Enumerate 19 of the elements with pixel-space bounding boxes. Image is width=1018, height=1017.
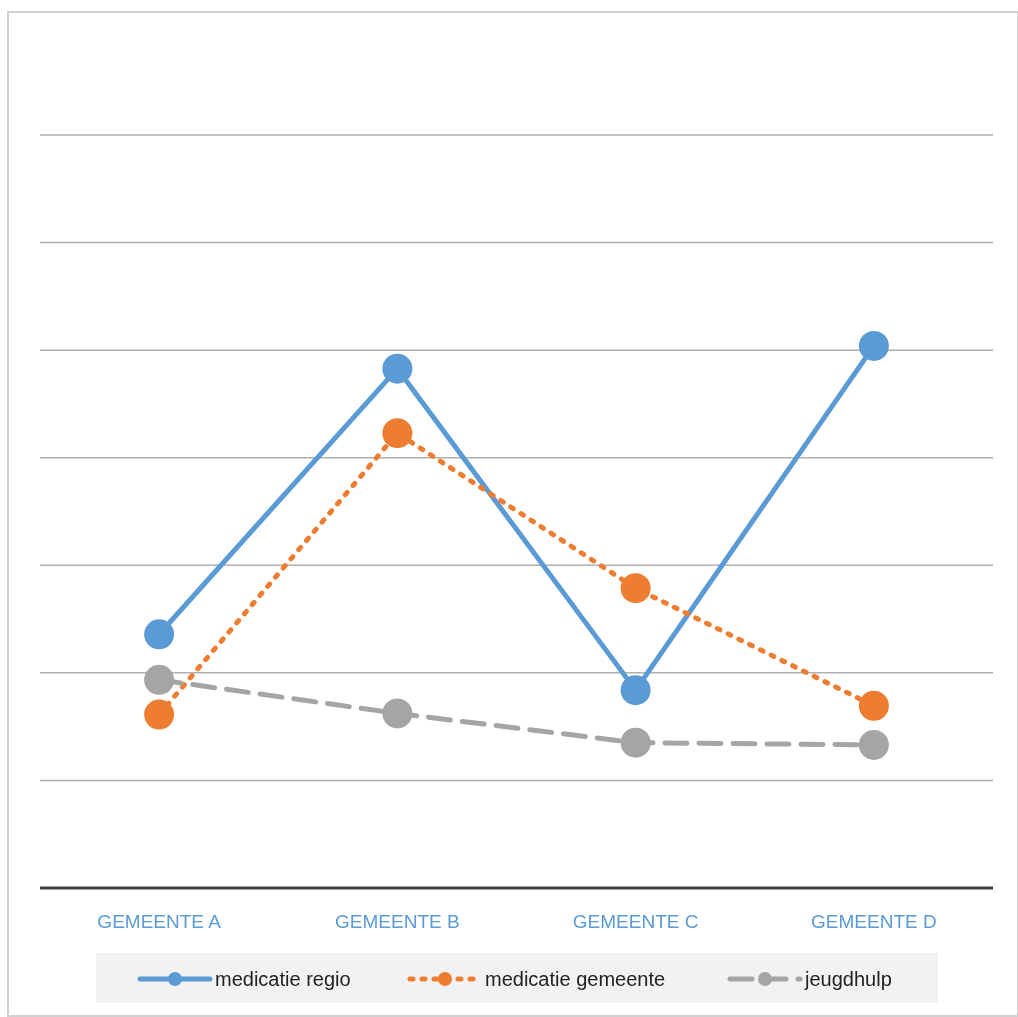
point [144, 619, 175, 650]
point [620, 675, 651, 706]
point [620, 573, 651, 604]
point [620, 727, 651, 758]
point [144, 699, 175, 730]
point [382, 353, 413, 384]
legend-label: jeugdhulp [804, 968, 892, 990]
x-tick-label: GEMEENTE B [335, 911, 460, 932]
legend-label: medicatie gemeente [485, 968, 666, 990]
x-tick-label: GEMEENTE A [97, 911, 222, 932]
point [382, 698, 413, 729]
legend-label: medicatie regio [215, 968, 351, 990]
point [144, 664, 175, 695]
point [858, 330, 889, 361]
x-tick-label: GEMEENTE D [811, 911, 937, 932]
point [382, 418, 413, 449]
point [858, 690, 889, 721]
point [858, 729, 889, 760]
x-tick-label: GEMEENTE C [572, 911, 699, 932]
